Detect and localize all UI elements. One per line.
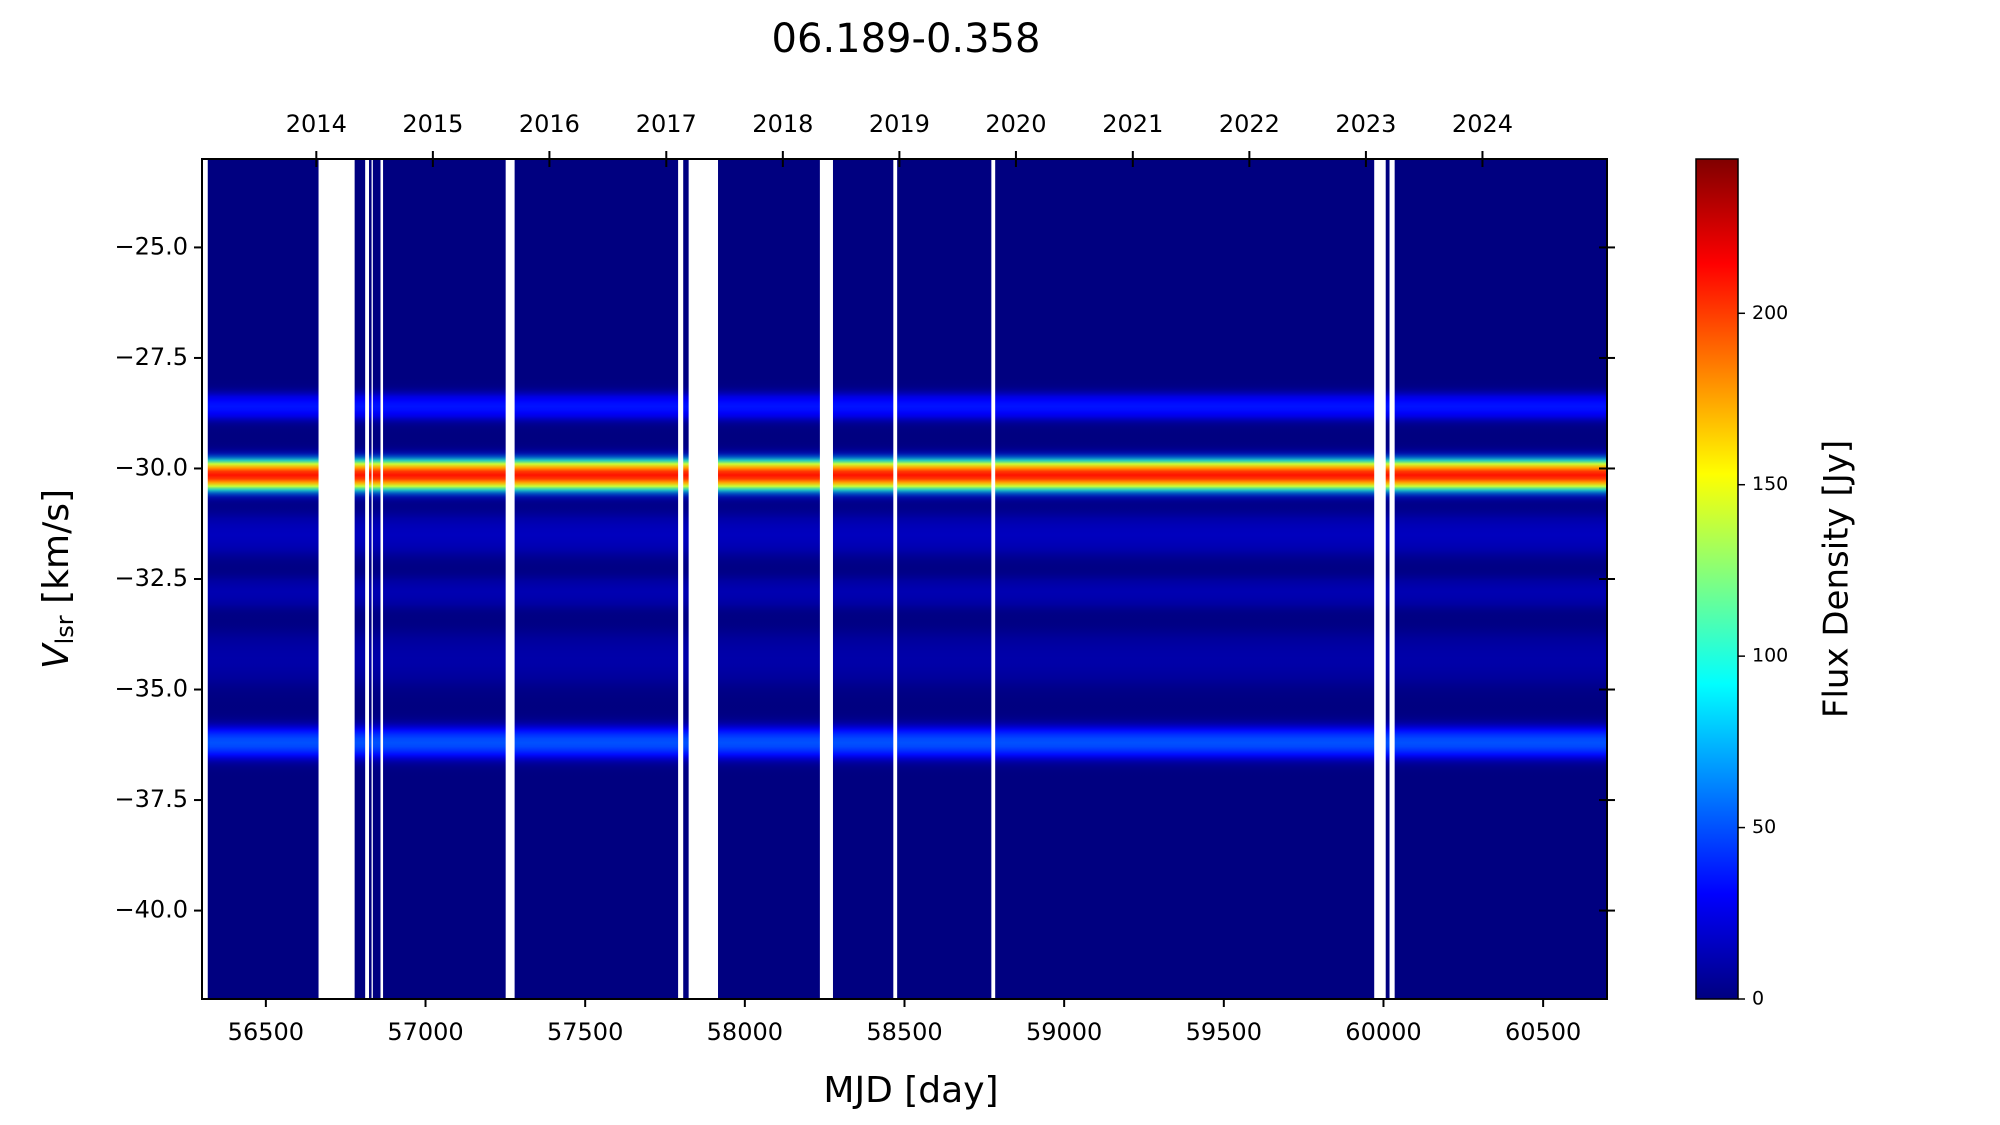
data-gap [1374,159,1386,999]
data-gap [202,159,208,999]
data-gap [893,159,898,999]
x-tick-label: 58000 [707,1018,783,1046]
y-tick-label: −30.0 [114,453,188,481]
top-x-tick-label: 2024 [1452,110,1513,138]
top-x-tick-label: 2022 [1219,110,1280,138]
top-x-tick-label: 2020 [985,110,1046,138]
top-x-tick-label: 2015 [402,110,463,138]
data-gap [688,159,719,999]
data-gap [505,159,515,999]
top-x-tick-label: 2018 [752,110,813,138]
colorbar-tick-label: 0 [1752,988,1764,1010]
emission-band [202,373,1607,440]
data-gap [991,159,996,999]
colorbar-tick-label: 100 [1752,645,1788,667]
y-label-unit: [km/s] [36,489,77,615]
emission-band [202,702,1607,783]
top-x-tick-label: 2014 [286,110,347,138]
y-tick-label: −35.0 [114,675,188,703]
data-gap [365,159,370,999]
y-tick-label: −32.5 [114,564,188,592]
y-tick-label: −27.5 [114,343,188,371]
x-tick-label: 57000 [387,1018,463,1046]
colorbar-label: Flux Density [Jy] [1817,440,1857,718]
x-tick-label: 59500 [1186,1018,1262,1046]
top-x-tick-label: 2017 [636,110,697,138]
top-x-tick-label: 2019 [869,110,930,138]
chart-title: 06.189-0.358 [772,16,1041,62]
x-axis-label: MJD [day] [823,1070,998,1111]
y-tick-label: −37.5 [114,785,188,813]
x-tick-label: 58500 [866,1018,942,1046]
y-axis-label: Vlsr [km/s] [36,489,79,669]
data-gap [371,159,373,999]
data-gap [678,159,684,999]
colorbar-tick-label: 50 [1752,816,1776,838]
data-gap [380,159,384,999]
plot-area [202,159,1607,999]
y-tick-label: −40.0 [114,896,188,924]
colorbar [1695,158,1739,1000]
data-gap [318,159,355,999]
top-x-tick-label: 2016 [519,110,580,138]
x-tick-label: 59000 [1026,1018,1102,1046]
y-label-symbol: V [36,642,77,669]
data-gap [1389,159,1395,999]
colorbar-tick-label: 150 [1752,473,1788,495]
x-tick-label: 60500 [1505,1018,1581,1046]
y-label-subscript: lsr [51,615,79,644]
y-tick-label: −25.0 [114,232,188,260]
x-tick-label: 57500 [547,1018,623,1046]
colorbar-tick-label: 200 [1752,302,1788,324]
top-x-tick-label: 2023 [1335,110,1396,138]
top-x-tick-label: 2021 [1102,110,1163,138]
data-gap [819,159,833,999]
x-tick-label: 56500 [228,1018,304,1046]
x-tick-label: 60000 [1345,1018,1421,1046]
emission-band [202,437,1607,513]
